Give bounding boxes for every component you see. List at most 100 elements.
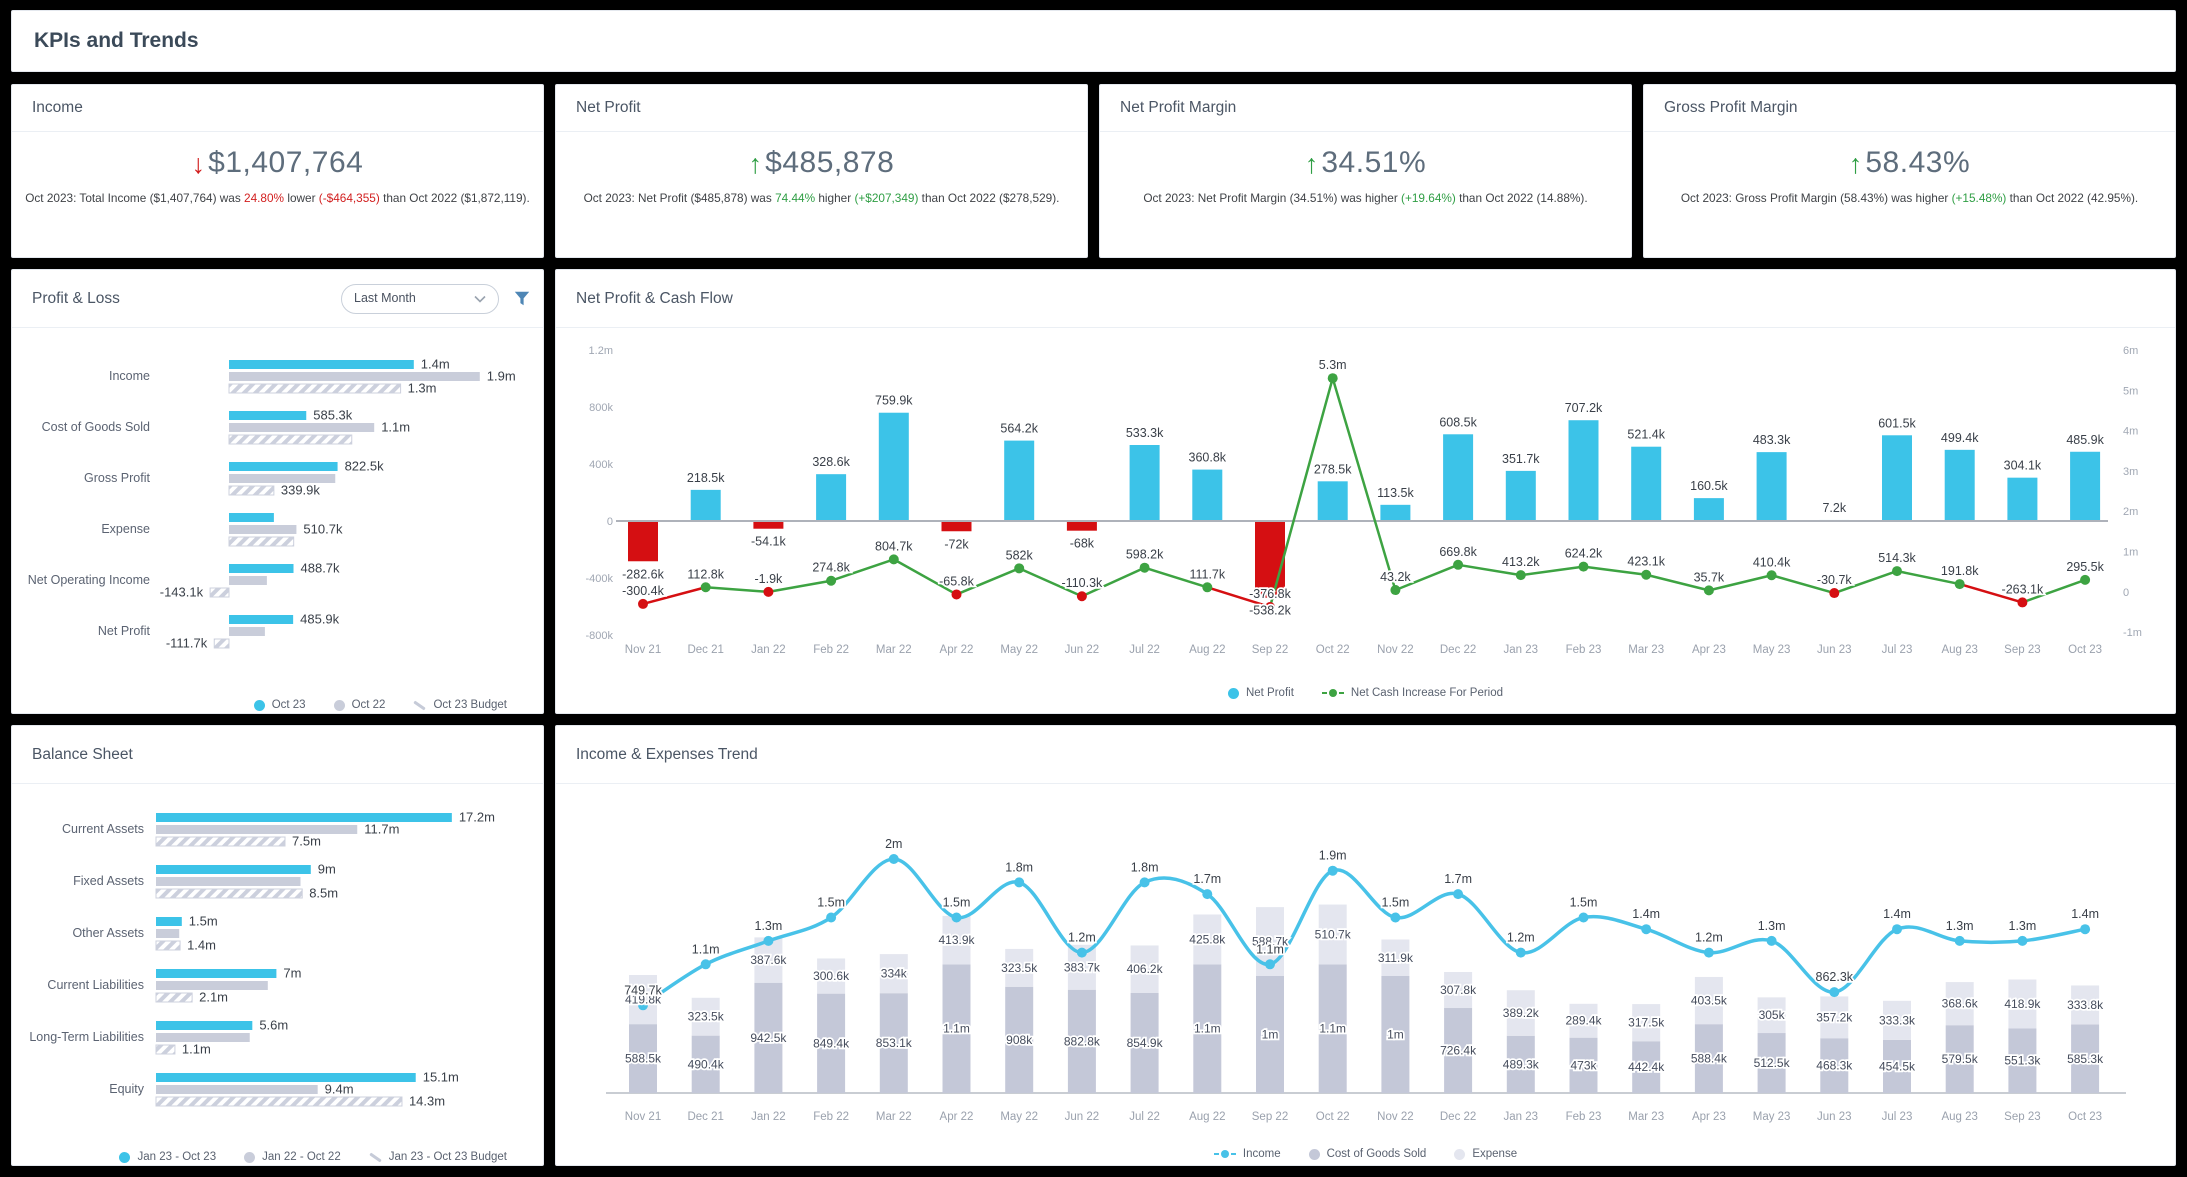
bar <box>1129 445 1160 521</box>
svg-text:-111.7k: -111.7k <box>166 636 208 651</box>
svg-text:160.5k: 160.5k <box>1690 479 1728 493</box>
svg-text:2m: 2m <box>2123 506 2138 518</box>
svg-text:Feb 22: Feb 22 <box>813 644 849 656</box>
line-point <box>700 582 711 593</box>
bar-segment <box>1130 992 1159 1093</box>
svg-text:3m: 3m <box>2123 466 2138 478</box>
svg-text:1.5m: 1.5m <box>1382 896 1410 910</box>
legend-item-cogs[interactable]: Cost of Goods Sold <box>1308 1148 1426 1160</box>
bar <box>156 877 301 886</box>
svg-text:Dec 22: Dec 22 <box>1440 1111 1476 1123</box>
svg-text:442.4k: 442.4k <box>1628 1060 1665 1074</box>
legend-item-jan22-oct22[interactable]: Jan 22 - Oct 22 <box>244 1151 341 1163</box>
income-expenses-trend-chart[interactable]: Nov 21 Dec 21 Jan 22 Feb 22 Mar 22 Apr 22 May … <box>556 784 2175 1139</box>
svg-text:1.4m: 1.4m <box>2071 907 2099 921</box>
svg-text:43.2k: 43.2k <box>1380 570 1411 584</box>
bar-segment <box>1883 1000 1911 1040</box>
svg-text:323.5k: 323.5k <box>688 1010 725 1024</box>
kpi-title: Income <box>12 85 543 132</box>
series-swatch <box>1227 687 1239 699</box>
bar <box>229 564 294 573</box>
bar-segment <box>754 982 783 1093</box>
bar-segment <box>2071 985 2100 1025</box>
legend-item-income[interactable]: Income <box>1214 1148 1281 1160</box>
bar-segment <box>942 915 971 965</box>
svg-text:598.2k: 598.2k <box>1126 548 1164 562</box>
header-bar: KPIs and Trends <box>11 10 2176 72</box>
kpi-note: Oct 2023: Total Income ($1,407,764) was … <box>25 191 530 205</box>
line-point <box>700 959 711 970</box>
bar <box>155 1096 403 1107</box>
bar-segment <box>1318 964 1347 1093</box>
legend-item-oct-23[interactable]: Oct 23 <box>253 699 306 711</box>
balance-sheet-chart[interactable]: Current Assets 17.2m 11.7m 7.5m Fixed Assets… <box>12 784 543 1142</box>
svg-text:Oct 23: Oct 23 <box>2068 644 2102 656</box>
income-expenses-legend: Income Cost of Goods Sold Expense <box>556 1139 2175 1169</box>
bar <box>878 412 909 521</box>
bar-segment <box>1632 1041 1661 1093</box>
svg-text:413.9k: 413.9k <box>938 933 975 947</box>
svg-text:-143.1k: -143.1k <box>160 585 204 600</box>
legend-item-net-profit[interactable]: Net Profit <box>1227 687 1294 699</box>
legend-item-oct-23-budget[interactable]: Oct 23 Budget <box>413 699 507 711</box>
line-point <box>951 912 962 923</box>
panel-title: Balance Sheet <box>32 746 133 763</box>
bar-segment <box>1632 1004 1661 1042</box>
line-point <box>1641 924 1652 935</box>
svg-text:1.3m: 1.3m <box>2009 919 2037 933</box>
svg-text:191.8k: 191.8k <box>1941 564 1979 578</box>
profit-loss-chart[interactable]: Income 1.4m 1.9m 1.3m Cost of Goods Sold 585.… <box>12 328 543 690</box>
bar <box>156 917 182 926</box>
panel-title: Profit & Loss <box>32 290 120 307</box>
filter-icon[interactable] <box>514 291 530 306</box>
svg-text:Sep 22: Sep 22 <box>1252 644 1288 656</box>
line-point <box>1265 601 1275 612</box>
kpi-card-net-profit-margin: Net Profit Margin ↑ 34.51% Oct 2023: Net … <box>1099 84 1632 258</box>
line-point <box>1578 912 1589 923</box>
svg-text:418.9k: 418.9k <box>2004 997 2041 1011</box>
bar <box>155 888 303 899</box>
legend-item-net-cash[interactable]: Net Cash Increase For Period <box>1322 687 1503 699</box>
svg-text:490.4k: 490.4k <box>688 1057 725 1071</box>
net-profit-cash-flow-chart[interactable]: 1.2m 800k 400k 0 -400k -800k 6m 5m 4m 3m 2m 1m 0 -1m -… <box>556 328 2175 678</box>
svg-text:Nov 21: Nov 21 <box>625 644 661 656</box>
bar-segment <box>2008 1028 2037 1093</box>
svg-text:15.1m: 15.1m <box>423 1070 459 1085</box>
bar <box>209 587 230 598</box>
svg-text:4m: 4m <box>2123 426 2138 438</box>
legend-item-oct-22[interactable]: Oct 22 <box>333 699 385 711</box>
svg-text:1m: 1m <box>1387 1028 1404 1042</box>
line-point <box>826 912 837 923</box>
bar-segment <box>1945 982 1974 1026</box>
net-profit-cash-flow-panel: Net Profit & Cash Flow 1.2m 800k 400k 0 -400… <box>555 269 2176 714</box>
bar-segment <box>1506 1035 1535 1093</box>
svg-text:278.5k: 278.5k <box>1314 462 1352 476</box>
svg-text:800k: 800k <box>589 402 613 414</box>
line-point <box>1327 373 1338 384</box>
kpi-note: Oct 2023: Gross Profit Margin (58.43%) w… <box>1680 191 2139 205</box>
svg-text:485.9k: 485.9k <box>300 612 340 627</box>
bar-segment <box>1381 939 1410 976</box>
period-dropdown[interactable]: Last Month <box>341 283 499 314</box>
legend-item-jan23-oct23[interactable]: Jan 23 - Oct 23 <box>119 1151 216 1163</box>
svg-text:-400k: -400k <box>585 573 613 585</box>
line-point <box>1390 912 1401 923</box>
svg-text:499.4k: 499.4k <box>1941 431 1979 445</box>
svg-text:483.3k: 483.3k <box>1753 433 1791 447</box>
svg-text:582k: 582k <box>1006 548 1034 562</box>
bar-segment <box>1945 1025 1974 1093</box>
svg-text:Jan 23: Jan 23 <box>1504 1111 1539 1123</box>
svg-text:588.5k: 588.5k <box>625 1052 662 1066</box>
svg-text:311.9k: 311.9k <box>1378 951 1414 965</box>
svg-text:-282.6k: -282.6k <box>622 567 664 581</box>
legend-item-expense[interactable]: Expense <box>1454 1148 1517 1160</box>
bar <box>156 825 358 834</box>
svg-text:Jun 23: Jun 23 <box>1817 644 1852 656</box>
svg-text:Aug 22: Aug 22 <box>1189 1111 1225 1123</box>
svg-text:323.5k: 323.5k <box>1001 961 1038 975</box>
bar <box>2007 477 2038 521</box>
legend-item-jan23-oct23-budget[interactable]: Jan 23 - Oct 23 Budget <box>369 1151 507 1163</box>
svg-text:413.2k: 413.2k <box>1502 555 1540 569</box>
line-point <box>1076 947 1087 958</box>
svg-text:35.7k: 35.7k <box>1694 570 1725 584</box>
